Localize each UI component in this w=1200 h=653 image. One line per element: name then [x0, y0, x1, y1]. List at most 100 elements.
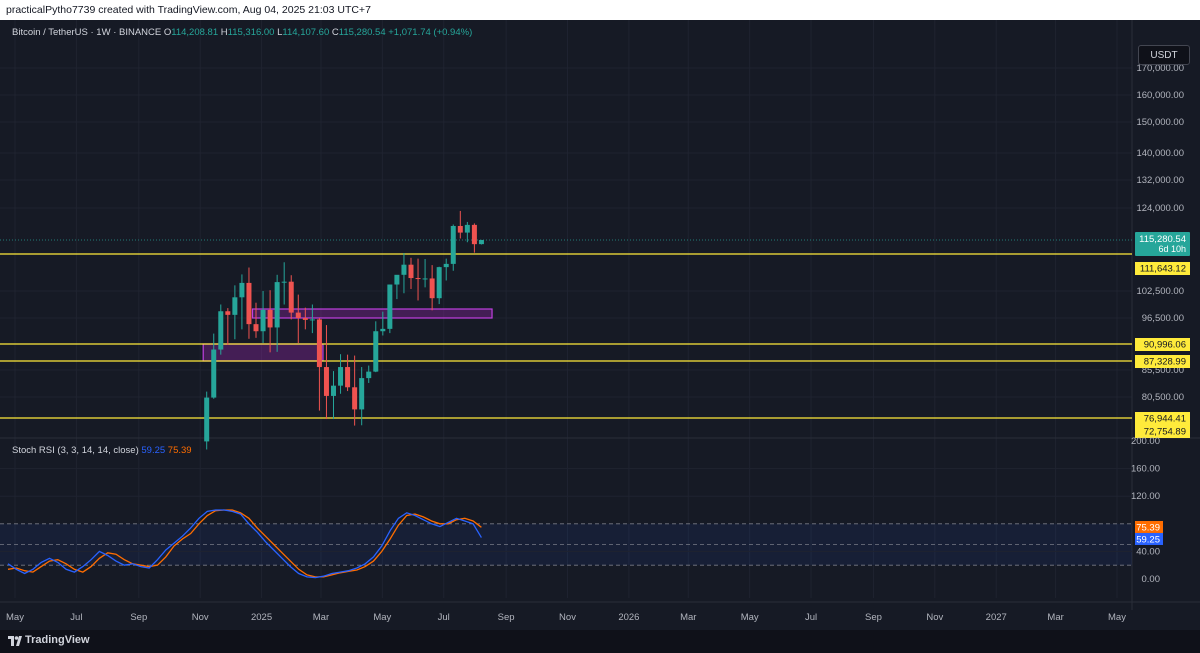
candles — [204, 210, 484, 450]
candle-body — [260, 309, 266, 332]
footer-bar: TradingView — [0, 630, 1200, 653]
level-badge — [1135, 412, 1190, 425]
price-tick-label: 170,000.00 — [1136, 63, 1184, 74]
level-label: 87,328.99 — [1144, 357, 1186, 368]
time-tick-label: Nov — [926, 612, 943, 623]
time-tick-label: Nov — [559, 612, 576, 623]
grid — [0, 20, 1200, 610]
rsi-tick-label: 200.00 — [1131, 436, 1160, 447]
candle-body — [387, 284, 393, 329]
rsi-k-badge-label: 59.25 — [1136, 534, 1160, 545]
supply-zone — [251, 308, 493, 319]
time-tick-label: May — [373, 612, 391, 623]
ohlc-legend: Bitcoin / TetherUS · 1W · BINANCE O114,2… — [12, 27, 473, 38]
candle-body — [366, 371, 372, 379]
time-tick-label: Mar — [313, 612, 329, 623]
rsi-legend: Stoch RSI (3, 3, 14, 14, close) 59.25 75… — [12, 445, 192, 456]
stoch-rsi-pane — [0, 468, 1132, 579]
candle-body — [204, 397, 210, 442]
chart-area[interactable]: 170,000.00 160,000.00 150,000.00 140,000.00… — [0, 20, 1200, 630]
candle-body — [450, 225, 456, 264]
rsi-tick-label: 40.00 — [1136, 546, 1160, 557]
candle-body — [478, 240, 484, 245]
attribution-bar: practicalPytho7739 created with TradingV… — [0, 0, 1200, 20]
price-tick-label: 140,000.00 — [1136, 148, 1184, 159]
time-tick-label: May — [1108, 612, 1126, 623]
price-tick-label: 96,500.00 — [1142, 313, 1184, 324]
time-tick-label: Jul — [805, 612, 817, 623]
time-tick-label: Mar — [1047, 612, 1063, 623]
price-chart-svg[interactable]: 170,000.00 160,000.00 150,000.00 140,000.00… — [0, 20, 1200, 630]
candle-body — [211, 349, 217, 398]
candle-body — [316, 319, 322, 368]
candle-body — [295, 312, 301, 318]
candle-body — [232, 297, 238, 315]
price-axis: 170,000.00 160,000.00 150,000.00 140,000.00… — [1131, 63, 1190, 585]
candle-body — [464, 224, 470, 233]
level-badge — [1135, 338, 1190, 351]
level-badge — [1135, 262, 1190, 275]
candle-body — [302, 318, 308, 320]
rsi-d-badge — [1135, 520, 1163, 533]
time-tick-label: Sep — [865, 612, 882, 623]
candle-body — [436, 267, 442, 299]
rsi-tick-label: 0.00 — [1142, 574, 1161, 585]
rsi-k-value: 59.25 — [141, 445, 166, 456]
footer-brand[interactable]: TradingView — [25, 634, 90, 646]
candle-body — [373, 331, 379, 372]
candle-body — [380, 328, 386, 332]
candle-body — [457, 225, 463, 233]
time-tick-label: Jul — [70, 612, 82, 623]
candle-body — [352, 387, 358, 410]
candle-body — [218, 311, 224, 350]
price-tick-label: 80,500.00 — [1142, 392, 1184, 403]
candle-body — [415, 278, 421, 280]
level-label: 111,643.12 — [1140, 264, 1186, 275]
candle-body — [401, 264, 407, 275]
time-tick-label: Nov — [192, 612, 209, 623]
candle-body — [288, 281, 294, 313]
time-tick-label: May — [6, 612, 24, 623]
candle-body — [274, 282, 280, 328]
rsi-d-value: 75.39 — [167, 445, 192, 456]
candle-body — [331, 385, 337, 396]
symbol-label: Bitcoin / TetherUS · 1W · BINANCE — [12, 27, 162, 38]
candle-body — [281, 281, 287, 283]
candle-body — [246, 282, 252, 325]
candle-body — [239, 282, 245, 298]
attribution-text: practicalPytho7739 created with TradingV… — [6, 4, 371, 16]
time-tick-label: May — [741, 612, 759, 623]
last-price-badge — [1135, 232, 1190, 256]
level-label: 90,996.06 — [1144, 340, 1186, 351]
level-lines — [0, 253, 1132, 419]
rsi-d-line — [7, 509, 482, 578]
rsi-k-badge — [1135, 532, 1163, 545]
candle-body — [309, 319, 315, 321]
candle-body — [422, 278, 428, 280]
time-tick-label: Sep — [130, 612, 147, 623]
candle-body — [267, 309, 273, 328]
close-value: 115,280.54 — [338, 27, 386, 38]
time-tick-label: 2027 — [986, 612, 1007, 623]
rsi-k-line — [7, 509, 482, 579]
candle-body — [394, 274, 400, 285]
candle-body — [429, 278, 435, 299]
candle-body — [345, 367, 351, 388]
level-label: 76,944.41 — [1144, 414, 1186, 425]
countdown-label: 6d 10h — [1158, 244, 1186, 254]
candle-body — [408, 264, 414, 279]
level-badge — [1135, 425, 1190, 438]
currency-button[interactable]: USDT — [1138, 45, 1190, 65]
price-tick-label: 102,500.00 — [1136, 286, 1184, 297]
rsi-d-badge-label: 75.39 — [1136, 522, 1160, 533]
candle-body — [225, 311, 231, 315]
change-value: +1,071.74 (+0.94%) — [388, 27, 473, 38]
price-tick-label: 160,000.00 — [1136, 90, 1184, 101]
rsi-tick-label: 160.00 — [1131, 464, 1160, 475]
price-tick-label: 132,000.00 — [1136, 175, 1184, 186]
open-value: 114,208.81 — [171, 27, 219, 38]
last-price-label: 115,280.54 — [1139, 234, 1186, 245]
candle-body — [338, 367, 344, 386]
candle-body — [443, 263, 449, 268]
candle-body — [253, 324, 259, 332]
